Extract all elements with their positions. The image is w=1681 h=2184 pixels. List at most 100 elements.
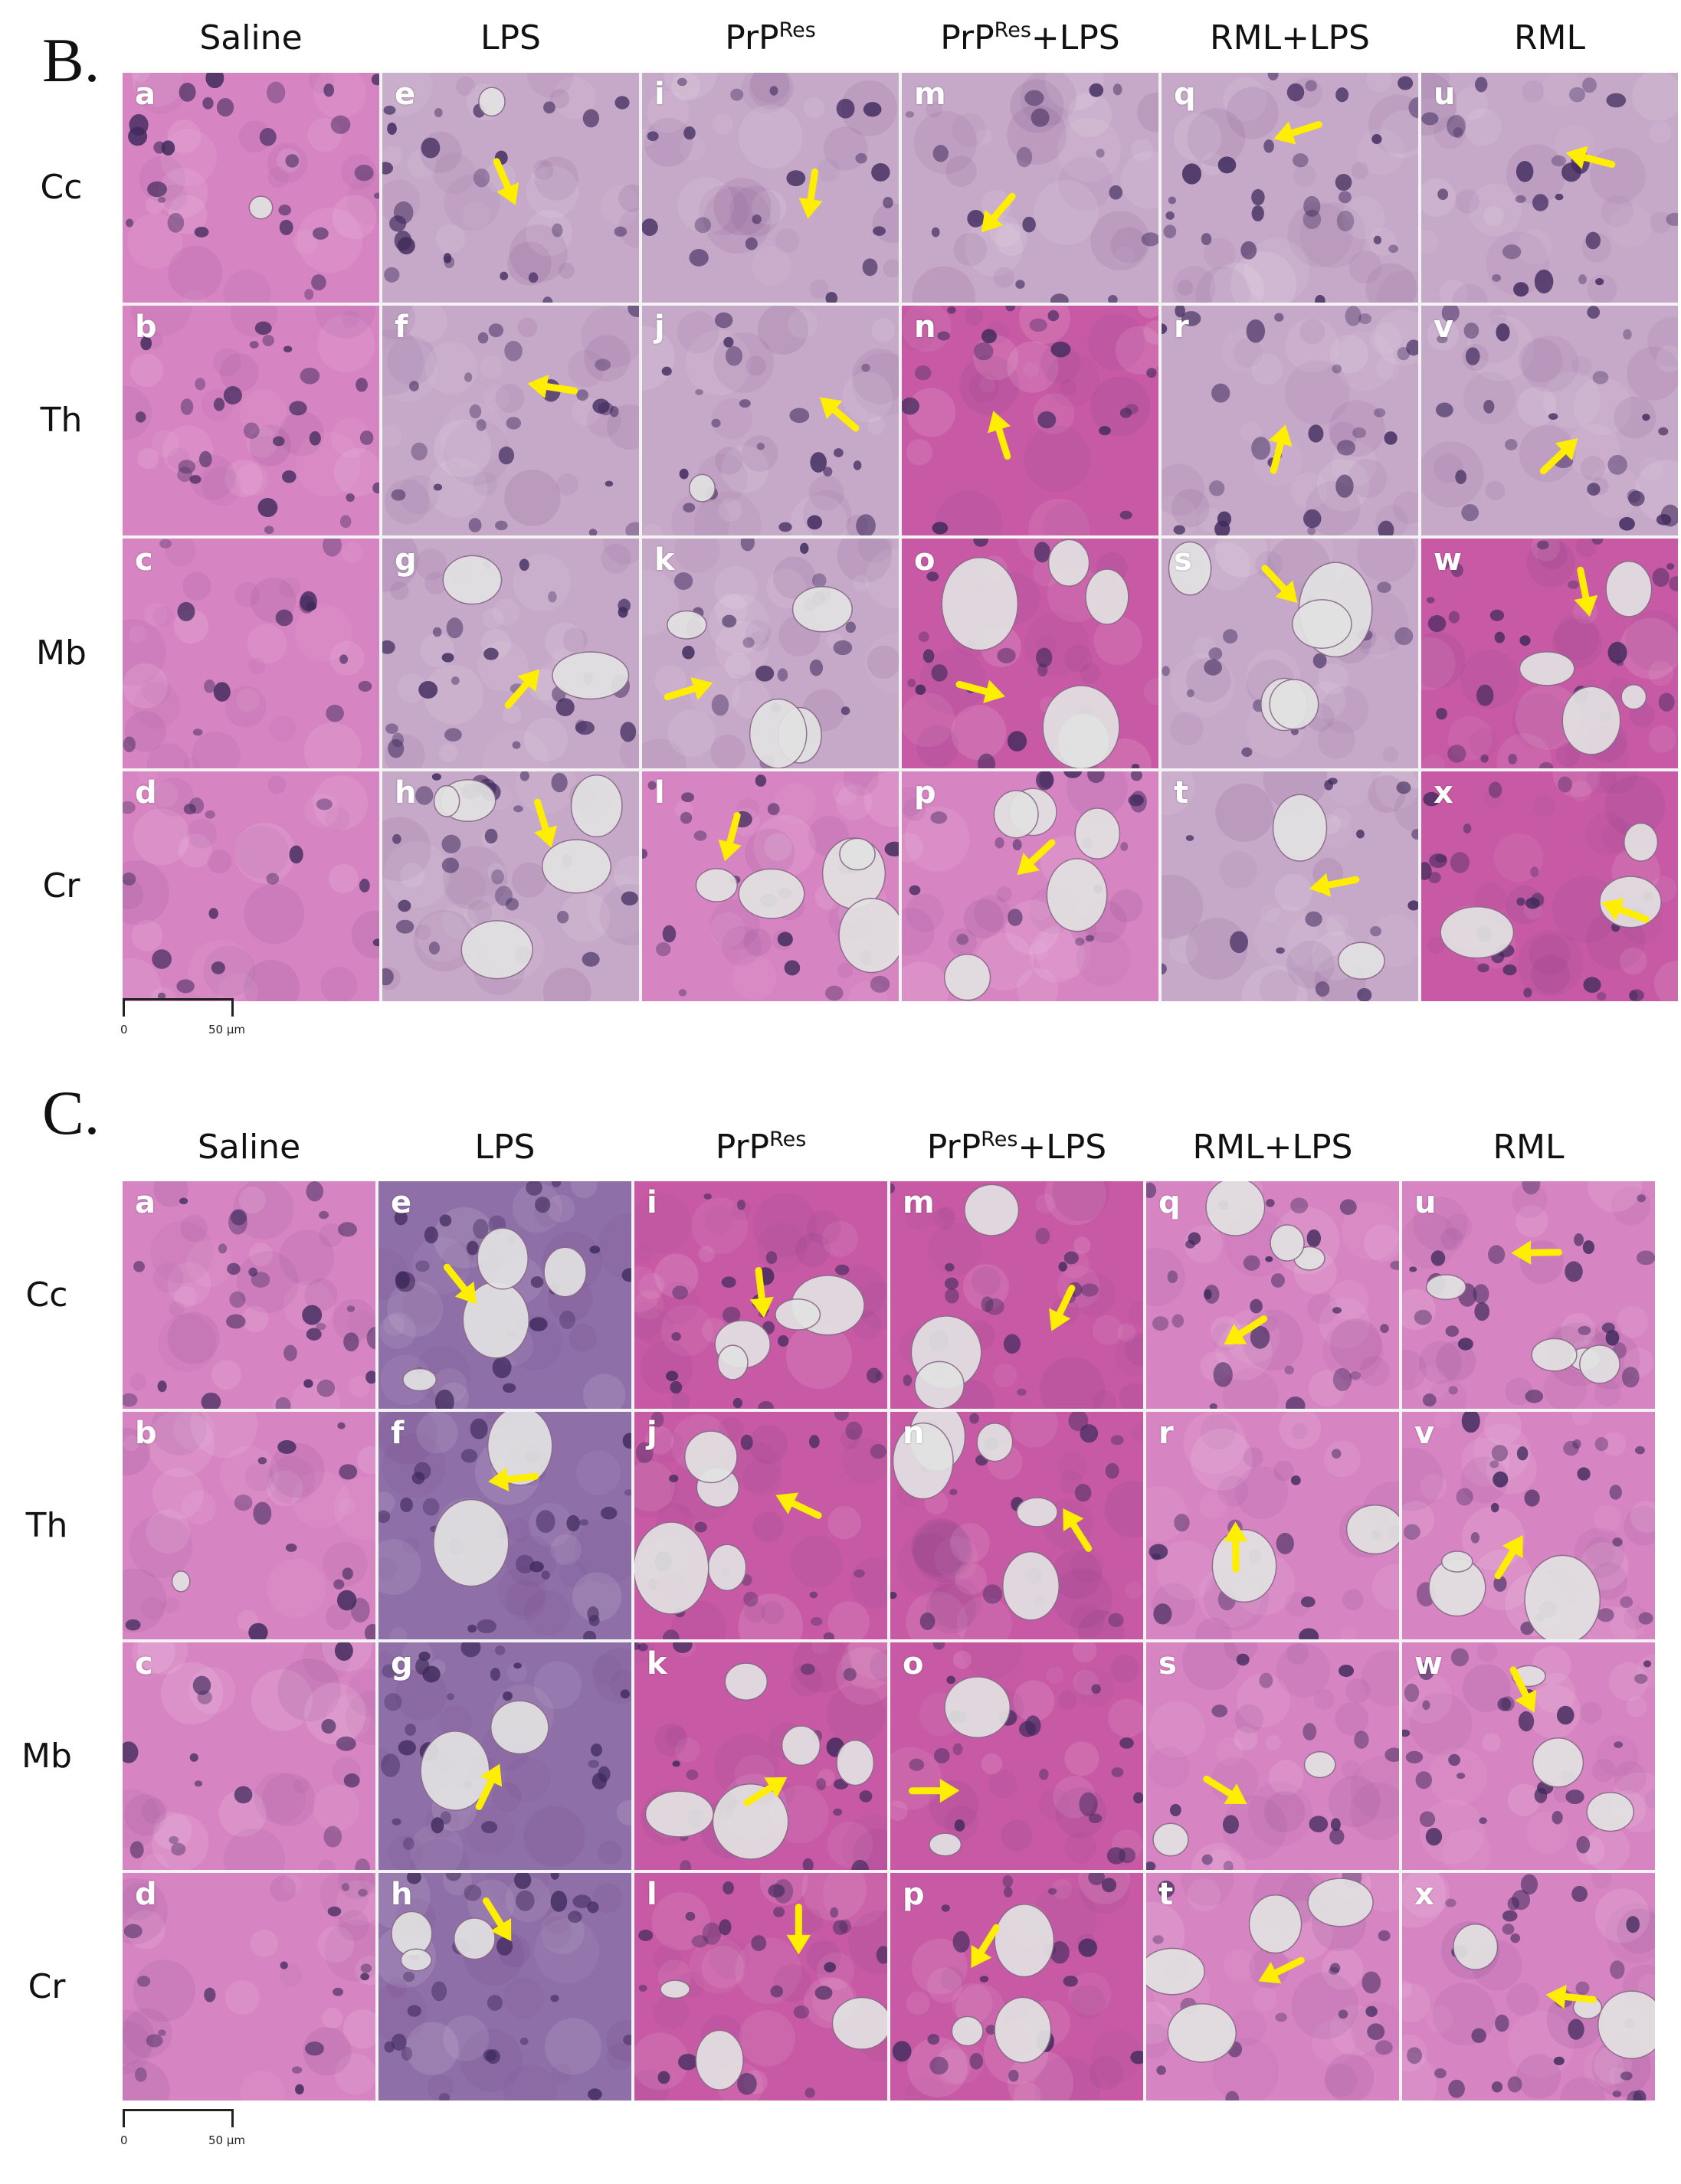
panel-c-scale-bar: 0 50 µm — [120, 2109, 276, 2155]
column-header-base: PrP — [926, 1128, 981, 1167]
tissue-texture — [123, 771, 379, 1001]
tile-letter: d — [135, 1877, 157, 1912]
column-header: RML — [1420, 21, 1680, 55]
row-header: Th — [25, 1505, 68, 1545]
tile-letter: k — [654, 542, 675, 578]
tile-letter: s — [1174, 542, 1192, 578]
tile-letter: g — [395, 542, 417, 578]
panel-c-label: C. — [42, 1078, 100, 1148]
column-header: PrPRes+LPS — [886, 1128, 1147, 1167]
micrograph-tile: n — [890, 1412, 1143, 1639]
micrograph-tile: j — [634, 1412, 887, 1639]
column-header: RML — [1398, 1131, 1659, 1164]
scale-bar-line — [123, 2109, 234, 2111]
tissue-texture — [1402, 1181, 1655, 1409]
column-header-base: PrP — [725, 18, 779, 57]
panel-c-micrograph-grid: a e i m q u b f j n r v c g k o s w d h l p t x — [123, 1181, 1655, 2101]
tile-letter: c — [135, 542, 153, 578]
micrograph-tile: l — [642, 771, 899, 1001]
tile-letter: t — [1158, 1877, 1174, 1912]
column-header-base: Saline — [199, 18, 303, 57]
micrograph-tile: v — [1421, 306, 1678, 535]
micrograph-tile: a — [123, 73, 379, 303]
micrograph-tile: o — [902, 539, 1158, 768]
column-header-base: RML+LPS — [1192, 1128, 1353, 1167]
column-header: PrPRes — [641, 18, 901, 57]
micrograph-tile: s — [1146, 1642, 1399, 1870]
tissue-texture — [1162, 306, 1418, 535]
tissue-texture — [123, 1873, 375, 2101]
micrograph-tile: m — [902, 73, 1158, 303]
row-header: Mb — [36, 634, 87, 673]
tile-letter: e — [391, 1185, 412, 1220]
scale-bar-tick-end — [231, 2109, 234, 2127]
micrograph-tile: k — [642, 539, 899, 768]
tissue-texture — [634, 1412, 887, 1639]
tile-letter: i — [654, 77, 665, 112]
tissue-texture — [382, 771, 639, 1001]
tissue-texture — [123, 1412, 375, 1639]
column-header-superscript: Res — [778, 18, 816, 42]
tissue-texture — [890, 1642, 1143, 1870]
tile-letter: s — [1158, 1646, 1177, 1681]
micrograph-tile: p — [902, 771, 1158, 1001]
tissue-texture — [642, 306, 899, 535]
column-header-superscript: Res — [994, 18, 1031, 42]
tile-letter: j — [654, 309, 665, 345]
tile-letter: n — [914, 309, 936, 345]
micrograph-tile: j — [642, 306, 899, 535]
tile-letter: l — [654, 775, 665, 810]
tissue-texture — [1146, 1873, 1399, 2101]
micrograph-tile: b — [123, 306, 379, 535]
tile-letter: m — [903, 1185, 935, 1220]
tile-letter: u — [1434, 77, 1456, 112]
column-header: PrPRes+LPS — [900, 18, 1161, 55]
micrograph-tile: a — [123, 1181, 375, 1409]
scale-bar-tick-end — [231, 998, 234, 1017]
tile-letter: b — [135, 1416, 157, 1451]
tile-letter: q — [1158, 1185, 1181, 1220]
tissue-texture — [642, 73, 899, 303]
scale-bar-value: 50 µm — [208, 2133, 246, 2147]
micrograph-tile: l — [634, 1873, 887, 2101]
column-header-base: RML — [1513, 18, 1586, 57]
micrograph-tile: q — [1162, 73, 1418, 303]
scale-bar-tick-start — [123, 2109, 125, 2127]
column-header: RML+LPS — [1160, 21, 1420, 55]
micrograph-tile: c — [123, 1642, 375, 1870]
tissue-texture — [902, 73, 1158, 303]
tile-letter: v — [1414, 1416, 1435, 1451]
micrograph-tile: r — [1162, 306, 1418, 535]
tissue-texture — [1421, 306, 1678, 535]
row-header: Cc — [25, 1275, 68, 1315]
tissue-texture — [634, 1181, 887, 1409]
micrograph-tile: b — [123, 1412, 375, 1639]
micrograph-tile: o — [890, 1642, 1143, 1870]
tile-letter: r — [1158, 1416, 1174, 1451]
column-header: LPS — [375, 1131, 635, 1164]
tissue-texture — [123, 306, 379, 535]
micrograph-tile: x — [1421, 771, 1678, 1001]
tile-letter: i — [647, 1185, 657, 1220]
tissue-texture — [902, 771, 1158, 1001]
column-header-base: Saline — [197, 1128, 301, 1167]
column-header: PrPRes — [631, 1129, 891, 1164]
tile-letter: u — [1414, 1185, 1437, 1220]
tissue-texture — [1402, 1412, 1655, 1639]
tile-letter: p — [914, 775, 936, 810]
tile-letter: l — [647, 1877, 657, 1912]
micrograph-tile: g — [382, 539, 639, 768]
row-header: Cr — [28, 1966, 66, 2006]
tile-letter: f — [395, 309, 408, 345]
scale-bar-zero: 0 — [120, 1023, 128, 1036]
tissue-texture — [1162, 539, 1418, 768]
tissue-texture — [1162, 771, 1418, 1001]
tissue-texture — [123, 1642, 375, 1870]
tile-letter: x — [1434, 775, 1453, 810]
tile-letter: m — [914, 77, 946, 112]
tissue-texture — [902, 306, 1158, 535]
tissue-texture — [1421, 771, 1678, 1001]
micrograph-tile: f — [382, 306, 639, 535]
tissue-texture — [890, 1412, 1143, 1639]
micrograph-tile: i — [634, 1181, 887, 1409]
